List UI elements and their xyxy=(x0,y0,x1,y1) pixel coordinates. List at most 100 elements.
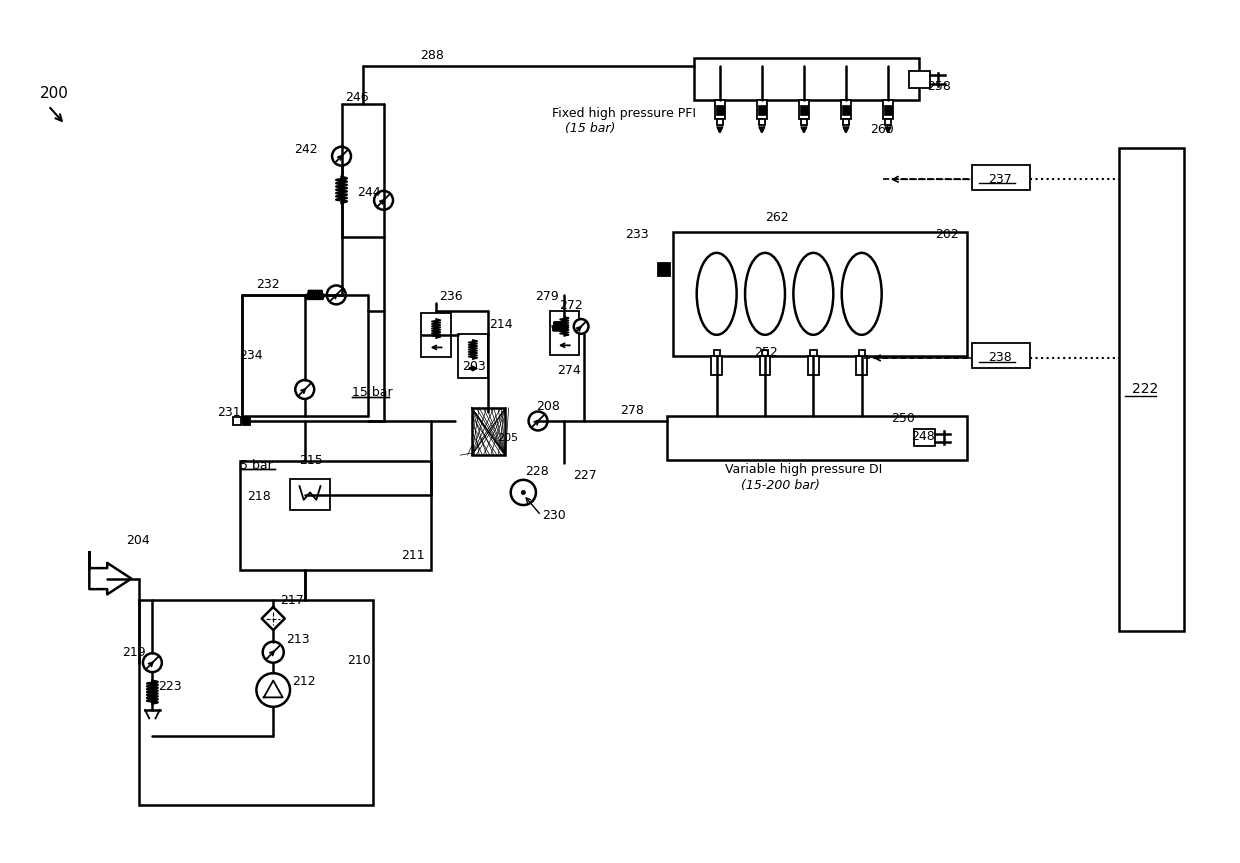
Bar xyxy=(885,119,892,124)
Bar xyxy=(672,232,967,356)
Text: 208: 208 xyxy=(536,400,559,413)
Bar xyxy=(756,100,768,119)
Bar xyxy=(842,104,851,115)
Text: (15-200 bar): (15-200 bar) xyxy=(740,479,820,492)
Ellipse shape xyxy=(745,253,785,335)
Bar xyxy=(810,350,816,356)
Circle shape xyxy=(257,673,290,707)
Text: 205: 205 xyxy=(497,433,518,443)
Text: 15 bar: 15 bar xyxy=(352,386,393,399)
Text: 5 bar: 5 bar xyxy=(239,458,273,471)
Bar xyxy=(290,479,330,510)
Text: 238: 238 xyxy=(988,351,1012,364)
Bar xyxy=(800,104,808,115)
Text: 244: 244 xyxy=(357,186,381,199)
Text: 200: 200 xyxy=(40,85,68,101)
Text: 258: 258 xyxy=(926,80,951,93)
Text: 203: 203 xyxy=(463,360,486,373)
Text: 262: 262 xyxy=(765,211,789,224)
Text: 215: 215 xyxy=(300,455,324,468)
Bar xyxy=(658,263,671,276)
Text: 210: 210 xyxy=(347,654,371,667)
Bar xyxy=(243,417,250,425)
Ellipse shape xyxy=(794,253,833,335)
Bar xyxy=(233,417,241,425)
Circle shape xyxy=(511,480,536,505)
Text: 230: 230 xyxy=(542,509,565,522)
Circle shape xyxy=(327,286,346,305)
Text: 211: 211 xyxy=(402,549,425,562)
Text: 278: 278 xyxy=(620,404,644,417)
Bar xyxy=(799,100,810,119)
Text: 232: 232 xyxy=(257,278,280,291)
Text: 236: 236 xyxy=(439,291,463,304)
Bar xyxy=(667,416,967,460)
Bar xyxy=(549,311,579,355)
Bar xyxy=(759,119,765,124)
Text: (15 bar): (15 bar) xyxy=(565,123,616,135)
Text: 228: 228 xyxy=(526,465,549,478)
Circle shape xyxy=(528,412,548,431)
Bar xyxy=(422,312,451,357)
Text: 217: 217 xyxy=(280,595,304,608)
Bar xyxy=(884,104,892,115)
Bar xyxy=(758,104,766,115)
Text: Variable high pressure DI: Variable high pressure DI xyxy=(725,463,883,476)
Bar xyxy=(139,600,373,804)
Bar xyxy=(914,430,935,446)
Text: 202: 202 xyxy=(935,229,959,242)
Circle shape xyxy=(143,653,162,672)
Text: 246: 246 xyxy=(345,91,368,104)
Text: 231: 231 xyxy=(217,406,241,419)
Bar xyxy=(1120,148,1184,631)
Text: 250: 250 xyxy=(892,413,915,425)
Bar xyxy=(843,119,849,124)
Bar xyxy=(693,59,920,100)
Text: 242: 242 xyxy=(294,143,317,156)
Text: 237: 237 xyxy=(988,173,1012,186)
Text: 233: 233 xyxy=(625,229,649,242)
Text: 248: 248 xyxy=(911,431,935,444)
Text: 252: 252 xyxy=(754,346,779,359)
Circle shape xyxy=(521,490,526,494)
Text: 274: 274 xyxy=(557,364,580,377)
Bar xyxy=(239,461,430,570)
Text: 223: 223 xyxy=(157,680,181,693)
Text: 214: 214 xyxy=(489,318,512,331)
Text: 213: 213 xyxy=(286,633,310,646)
Text: 260: 260 xyxy=(870,123,894,136)
Text: 288: 288 xyxy=(420,49,444,62)
Bar xyxy=(713,350,720,356)
Bar xyxy=(972,343,1030,369)
Text: 272: 272 xyxy=(559,299,583,312)
Text: 234: 234 xyxy=(239,350,263,362)
Circle shape xyxy=(263,642,284,663)
Text: 218: 218 xyxy=(247,490,270,503)
Text: 204: 204 xyxy=(126,534,150,547)
Bar xyxy=(760,356,770,375)
Bar xyxy=(715,104,724,115)
Text: 222: 222 xyxy=(1132,382,1158,396)
Bar xyxy=(458,334,487,378)
Circle shape xyxy=(574,319,589,334)
Bar xyxy=(712,356,722,375)
Bar xyxy=(841,100,851,119)
Bar xyxy=(858,350,864,356)
Circle shape xyxy=(374,191,393,210)
Bar xyxy=(808,356,818,375)
Ellipse shape xyxy=(697,253,737,335)
Text: 219: 219 xyxy=(122,646,145,658)
Bar xyxy=(472,408,506,455)
Text: 227: 227 xyxy=(573,469,596,482)
Bar xyxy=(761,350,768,356)
Bar xyxy=(857,356,867,375)
Text: 279: 279 xyxy=(534,291,559,304)
Bar xyxy=(714,100,725,119)
Bar xyxy=(883,100,893,119)
Ellipse shape xyxy=(842,253,882,335)
Bar xyxy=(972,165,1030,190)
Bar xyxy=(909,71,930,88)
Text: 212: 212 xyxy=(293,675,316,688)
Bar xyxy=(717,119,723,124)
Bar xyxy=(801,119,807,124)
